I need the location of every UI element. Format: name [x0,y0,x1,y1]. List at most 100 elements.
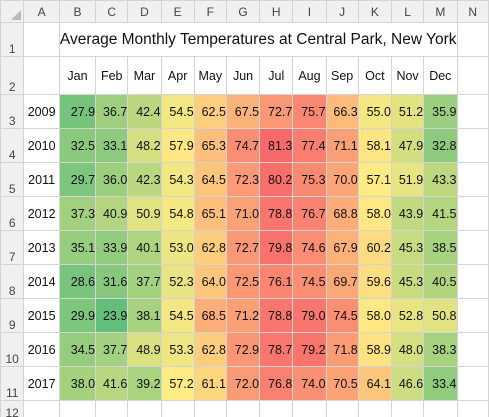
temperature-cell[interactable]: 48.2 [127,128,162,163]
year-label-cell[interactable]: 2015 [23,298,60,333]
temperature-cell[interactable]: 72.7 [259,94,294,129]
temperature-cell[interactable]: 38.5 [423,230,458,265]
row-header-9[interactable]: 9 [0,298,25,333]
temperature-cell[interactable]: 72.9 [225,332,261,367]
temperature-cell[interactable]: 81.3 [259,128,294,163]
month-header-cell[interactable]: Jun [225,56,261,95]
temperature-cell[interactable]: 60.2 [357,230,392,265]
temperature-cell[interactable]: 64.5 [193,162,227,197]
cell[interactable] [259,400,294,417]
cell[interactable] [225,400,261,417]
temperature-cell[interactable]: 36.7 [95,94,129,129]
column-header-i[interactable]: I [292,0,327,23]
temperature-cell[interactable]: 32.5 [58,128,97,163]
temperature-cell[interactable]: 80.2 [259,162,294,197]
temperature-cell[interactable]: 48.0 [390,332,425,367]
temperature-cell[interactable]: 71.1 [325,128,359,163]
month-header-cell[interactable]: Jan [58,56,97,95]
temperature-cell[interactable]: 47.9 [390,128,425,163]
cell[interactable] [23,22,60,57]
row-header-7[interactable]: 7 [0,230,25,265]
temperature-cell[interactable]: 79.8 [259,230,294,265]
temperature-cell[interactable]: 67.9 [325,230,359,265]
temperature-cell[interactable]: 33.1 [95,128,129,163]
month-header-cell[interactable]: Sep [325,56,359,95]
temperature-cell[interactable]: 41.5 [423,196,458,231]
temperature-cell[interactable]: 78.7 [259,332,294,367]
temperature-cell[interactable]: 58.0 [357,196,392,231]
cell[interactable] [193,400,227,417]
temperature-cell[interactable]: 57.9 [160,128,195,163]
temperature-cell[interactable]: 64.0 [193,264,227,299]
temperature-cell[interactable]: 37.7 [127,264,162,299]
temperature-cell[interactable]: 55.0 [357,94,392,129]
row-header-10[interactable]: 10 [0,332,25,367]
cell[interactable] [456,230,489,265]
temperature-cell[interactable]: 54.8 [160,196,195,231]
temperature-cell[interactable]: 71.0 [225,196,261,231]
temperature-cell[interactable]: 33.4 [423,366,458,401]
temperature-cell[interactable]: 79.0 [292,298,327,333]
column-header-l[interactable]: L [390,0,425,23]
cell[interactable] [456,366,489,401]
temperature-cell[interactable]: 34.5 [58,332,97,367]
temperature-cell[interactable]: 29.9 [58,298,97,333]
temperature-cell[interactable]: 27.9 [58,94,97,129]
cell[interactable] [456,22,489,57]
sheet-title-cell[interactable]: Average Monthly Temperatures at Central … [58,22,458,57]
cell[interactable] [160,400,195,417]
temperature-cell[interactable]: 46.6 [390,366,425,401]
row-header-1[interactable]: 1 [0,22,25,57]
temperature-cell[interactable]: 38.3 [423,332,458,367]
temperature-cell[interactable]: 51.2 [390,94,425,129]
cell[interactable] [456,56,489,95]
temperature-cell[interactable]: 65.3 [193,128,227,163]
temperature-cell[interactable]: 62.8 [193,332,227,367]
year-label-cell[interactable]: 2010 [23,128,60,163]
temperature-cell[interactable]: 70.0 [325,162,359,197]
temperature-cell[interactable]: 33.9 [95,230,129,265]
column-header-c[interactable]: C [95,0,129,23]
cell[interactable] [456,264,489,299]
month-header-cell[interactable]: Jul [259,56,294,95]
column-header-n[interactable]: N [456,0,489,23]
month-header-cell[interactable]: Aug [292,56,327,95]
temperature-cell[interactable]: 64.1 [357,366,392,401]
column-header-g[interactable]: G [225,0,261,23]
temperature-cell[interactable]: 40.1 [127,230,162,265]
cell[interactable] [390,400,425,417]
temperature-cell[interactable]: 35.1 [58,230,97,265]
temperature-cell[interactable]: 41.6 [95,366,129,401]
temperature-cell[interactable]: 72.0 [225,366,261,401]
column-header-h[interactable]: H [259,0,294,23]
temperature-cell[interactable]: 74.5 [292,264,327,299]
temperature-cell[interactable]: 58.0 [357,298,392,333]
temperature-cell[interactable]: 75.7 [292,94,327,129]
cell[interactable] [456,162,489,197]
column-header-k[interactable]: K [357,0,392,23]
row-header-8[interactable]: 8 [0,264,25,299]
temperature-cell[interactable]: 37.3 [58,196,97,231]
temperature-cell[interactable]: 57.1 [357,162,392,197]
temperature-cell[interactable]: 68.8 [325,196,359,231]
temperature-cell[interactable]: 39.2 [127,366,162,401]
temperature-cell[interactable]: 72.5 [225,264,261,299]
temperature-cell[interactable]: 62.8 [193,230,227,265]
month-header-cell[interactable]: Oct [357,56,392,95]
temperature-cell[interactable]: 53.3 [160,332,195,367]
temperature-cell[interactable]: 38.1 [127,298,162,333]
month-header-cell[interactable]: Apr [160,56,195,95]
temperature-cell[interactable]: 50.9 [127,196,162,231]
cell[interactable] [456,128,489,163]
temperature-cell[interactable]: 50.8 [423,298,458,333]
temperature-cell[interactable]: 66.3 [325,94,359,129]
cell[interactable] [127,400,162,417]
temperature-cell[interactable]: 52.8 [390,298,425,333]
temperature-cell[interactable]: 62.5 [193,94,227,129]
temperature-cell[interactable]: 61.1 [193,366,227,401]
row-header-2[interactable]: 2 [0,56,25,95]
temperature-cell[interactable]: 58.9 [357,332,392,367]
temperature-cell[interactable]: 74.5 [325,298,359,333]
cell[interactable] [357,400,392,417]
temperature-cell[interactable]: 52.3 [160,264,195,299]
